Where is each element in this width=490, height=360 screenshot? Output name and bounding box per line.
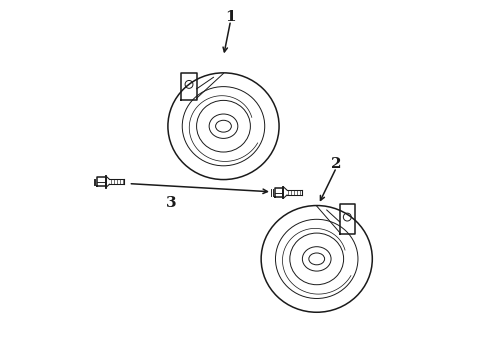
- Text: 3: 3: [166, 196, 177, 210]
- Text: 2: 2: [331, 157, 342, 171]
- Text: 1: 1: [225, 10, 236, 24]
